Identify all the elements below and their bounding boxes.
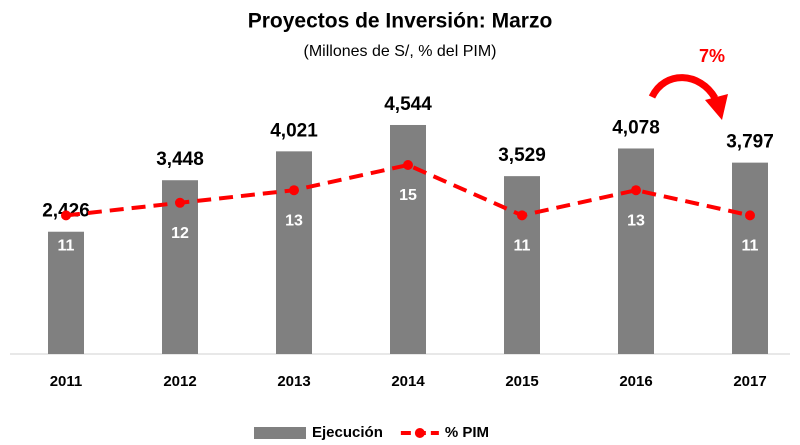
bar <box>48 231 84 354</box>
line-marker <box>289 185 299 196</box>
line-value-label: 13 <box>285 212 303 229</box>
x-tick-label: 2015 <box>505 373 538 390</box>
x-tick-label: 2013 <box>277 373 310 390</box>
x-tick-label: 2016 <box>619 373 652 390</box>
chart-title: Proyectos de Inversión: Marzo <box>248 10 553 33</box>
line-marker <box>175 197 185 208</box>
line-value-label: 15 <box>399 187 417 204</box>
annotation-arrow <box>648 74 719 100</box>
chart-subtitle: (Millones de S/, % del PIM) <box>304 43 497 60</box>
bar <box>390 124 426 355</box>
x-tick-label: 2012 <box>163 373 196 390</box>
value-label: 3,797 <box>726 132 774 153</box>
line-marker <box>745 210 755 221</box>
line-marker <box>403 160 413 170</box>
legend-label: Ejecución <box>312 424 383 441</box>
line-marker <box>517 210 527 221</box>
line-value-label: 11 <box>514 238 531 255</box>
legend-swatch-marker <box>414 428 425 438</box>
bar <box>732 162 768 354</box>
value-label: 3,529 <box>498 145 546 166</box>
line-marker <box>631 185 641 196</box>
line-marker <box>61 210 71 221</box>
value-label: 4,544 <box>384 94 432 115</box>
legend-label: % PIM <box>445 424 489 441</box>
line-value-label: 11 <box>58 238 75 255</box>
bar <box>162 180 198 354</box>
annotation-arrowhead <box>705 94 728 120</box>
x-tick-label: 2011 <box>50 373 83 390</box>
legend-swatch <box>254 427 306 439</box>
line-value-label: 13 <box>627 212 645 229</box>
value-label: 4,021 <box>270 120 318 141</box>
line-value-label: 12 <box>171 225 189 242</box>
annotation: 7% <box>699 46 725 66</box>
value-label: 3,448 <box>156 149 204 170</box>
bar <box>276 151 312 354</box>
x-tick-label: 2014 <box>391 373 425 390</box>
bar <box>504 176 540 354</box>
line-value-label: 11 <box>742 238 759 255</box>
value-label: 4,078 <box>612 117 660 138</box>
x-tick-label: 2017 <box>733 373 766 390</box>
bar <box>618 148 654 354</box>
